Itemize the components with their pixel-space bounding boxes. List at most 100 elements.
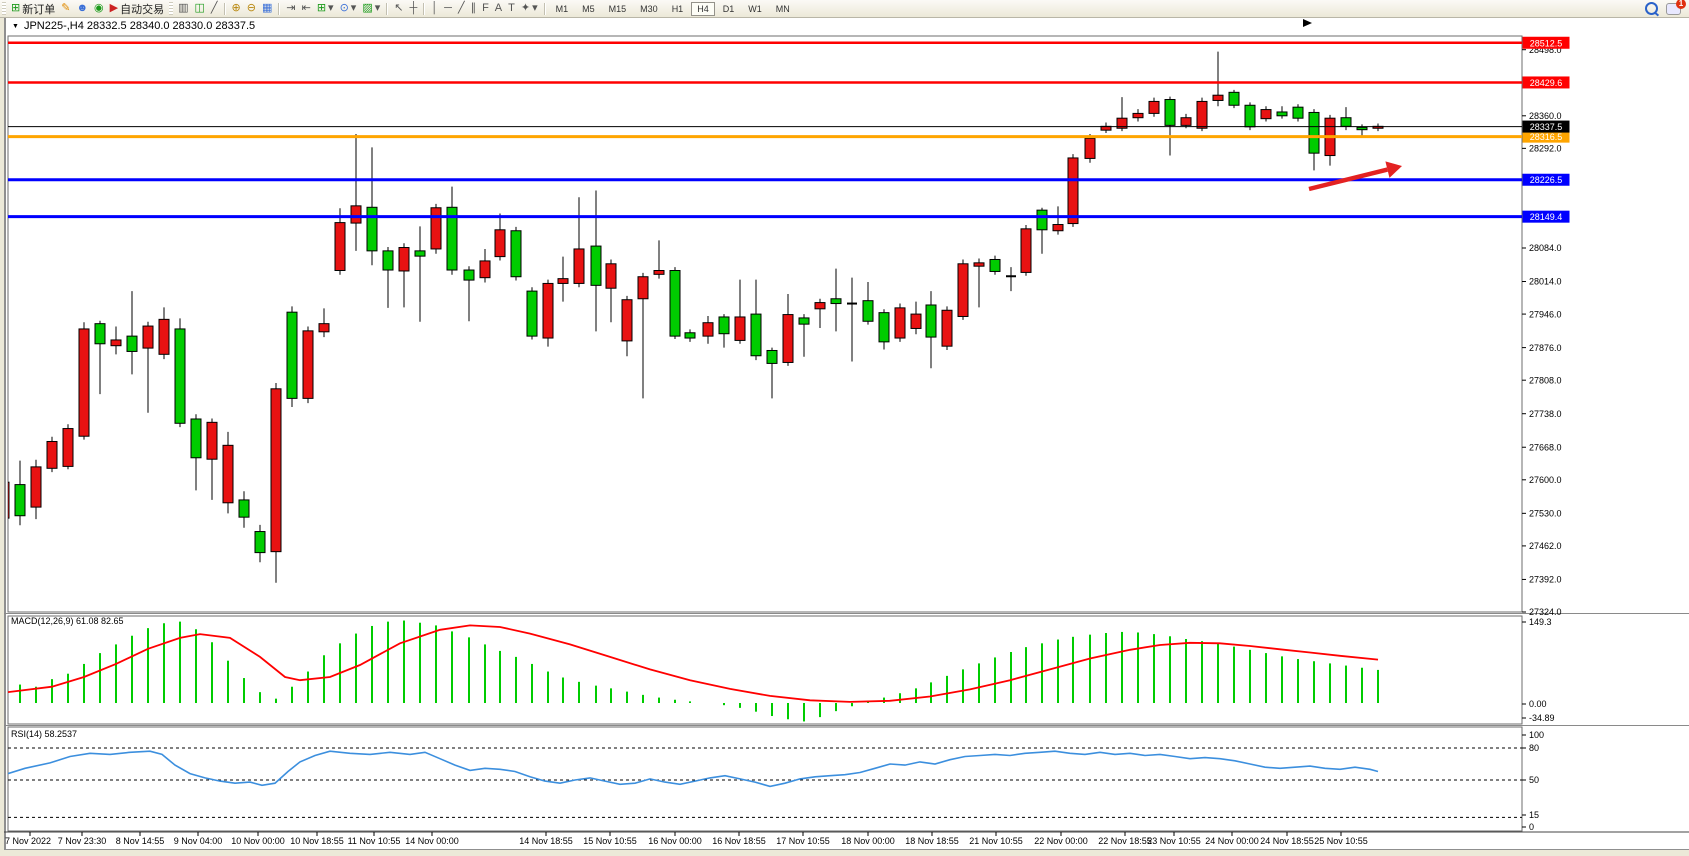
candle [206,418,218,500]
timeframe-m15[interactable]: M15 [608,3,627,14]
candle [1260,106,1272,122]
autotrading-button[interactable]: ▶ 自动交易 [107,1,167,16]
timeframe-h4[interactable]: H4 [691,1,715,16]
timeframe-h1[interactable]: H1 [671,3,684,14]
arrows-button[interactable]: ✦ ▾ [518,1,541,16]
channel-button[interactable]: ∥ [468,1,480,16]
svg-text:28512.5: 28512.5 [1530,38,1563,48]
crosshair-icon: ┼ [409,2,418,14]
time-label: 24 Nov 18:55 [1260,836,1314,846]
timeframe-w1[interactable]: W1 [748,3,762,14]
time-label: 7 Nov 2022 [5,836,51,846]
candle [1067,154,1079,227]
macd-scale-zero: 0.00 [1529,699,1547,709]
svg-text:28226.5: 28226.5 [1530,175,1563,185]
candle [126,291,138,375]
candle [318,308,330,338]
candle [62,424,74,470]
candle [1084,133,1096,163]
clock-icon: ⊙ [339,2,349,14]
zoom-in-button[interactable]: ⊕ [229,1,244,16]
rsi-pane[interactable] [7,726,1523,832]
horizontal-line-button[interactable]: ─ [441,1,455,16]
templates-button[interactable]: ▨ ▾ [359,1,383,16]
cursor-button[interactable]: ↖ [391,1,406,16]
candle [1244,102,1256,131]
toolbar: ⊞ 新订单 ✎ ☻ ◉ ▶ 自动交易 ▥ ◫ ╱ ⊕ ⊖ ▦ ⇥ ⇤ ⊞ ▾ ⊙… [0,0,1689,18]
candle [1116,97,1128,132]
text-icon: A [494,2,503,14]
price-tick-label: 27530.0 [1529,509,1562,519]
timeframe-d1[interactable]: D1 [722,3,735,14]
candle [446,186,458,275]
new-order-button[interactable]: ⊞ 新订单 [8,1,58,16]
periods-button[interactable]: ⊙ ▾ [337,1,360,16]
rsi-scale-100: 100 [1529,730,1544,740]
annotation-arrow[interactable] [1308,161,1402,192]
trendline-button[interactable]: ╱ [455,1,468,16]
rsi-indicator-label: RSI(14) 58.2537 [11,729,78,739]
candle [989,255,1001,275]
timeframe-m30[interactable]: M30 [640,3,658,14]
person-icon: ☻ [76,2,89,14]
fibonacci-button[interactable]: F [479,1,492,16]
signal-icon: ◉ [94,2,104,14]
toolbar-grip [169,2,174,15]
community-button[interactable]: ☻ [73,1,91,16]
chat-icon[interactable]: 1 [1666,0,1686,15]
candle [302,326,314,404]
separator [423,2,426,15]
time-label: 15 Nov 10:55 [583,836,637,846]
price-badge-28337.5: 28337.5 [1522,120,1570,133]
signals-button[interactable]: ◉ [91,1,107,16]
crosshair-button[interactable]: ┼ [406,1,420,16]
tile-windows-button[interactable]: ▦ [259,1,275,16]
price-badge-28429.6: 28429.6 [1522,76,1570,89]
candle [414,226,426,322]
search-icon[interactable] [1645,2,1658,15]
vertical-line-icon: │ [431,2,439,14]
collapse-arrow-icon[interactable]: ▼ [12,22,19,30]
vertical-line-button[interactable]: │ [428,1,441,16]
autotrading-label: 自动交易 [120,3,165,16]
candle [1308,109,1320,171]
price-axis[interactable]: 28498.0 28360.0 28292.0 28084.0 28014.0 27946… [1522,36,1570,832]
candlestick-button[interactable]: ◫ [192,1,208,16]
bar-chart-button[interactable]: ▥ [175,1,191,16]
price-tick-label: 28084.0 [1529,243,1562,253]
price-tick-label: 27392.0 [1529,575,1562,585]
svg-text:28316.5: 28316.5 [1530,132,1563,142]
separator [223,2,226,15]
time-label: 22 Nov 00:00 [1034,836,1088,846]
candle [957,259,969,320]
timeframe-group: M1 M5 M15 M30 H1 H4 D1 W1 MN [549,1,797,16]
label-tool-button[interactable]: T [505,1,518,16]
candle [590,190,602,332]
time-label: 16 Nov 18:55 [712,836,766,846]
new-chart-button[interactable]: ⊞ ▾ [314,1,337,16]
channel-icon: ∥ [470,2,477,14]
timeframe-m5[interactable]: M5 [582,3,595,14]
fibonacci-icon: F [482,2,489,14]
time-label: 8 Nov 14:55 [116,836,165,846]
timeframe-mn[interactable]: MN [775,3,790,14]
shift-marker-icon[interactable] [1303,19,1312,27]
time-label: 16 Nov 00:00 [648,836,702,846]
chart-shift-button[interactable]: ⇤ [299,1,314,16]
time-axis[interactable]: 7 Nov 2022 7 Nov 23:30 8 Nov 14:55 9 Nov 04… [4,831,1689,846]
candle [573,197,585,288]
zoom-out-button[interactable]: ⊖ [244,1,259,16]
toolbar-grip[interactable] [2,2,6,15]
macd-scale-max: 149.3 [1529,617,1552,627]
bar-chart-icon: ▥ [178,2,189,14]
styler-button[interactable]: ✎ [58,1,73,16]
line-chart-button[interactable]: ╱ [208,1,221,16]
chart-shift-icon: ⇤ [301,2,311,14]
auto-scroll-button[interactable]: ⇥ [283,1,298,16]
text-tool-button[interactable]: A [492,1,505,16]
macd-pane[interactable] [7,615,1523,725]
main-chart-pane[interactable] [7,35,1523,613]
svg-text:28149.4: 28149.4 [1530,212,1563,222]
timeframe-m1[interactable]: M1 [555,3,569,14]
